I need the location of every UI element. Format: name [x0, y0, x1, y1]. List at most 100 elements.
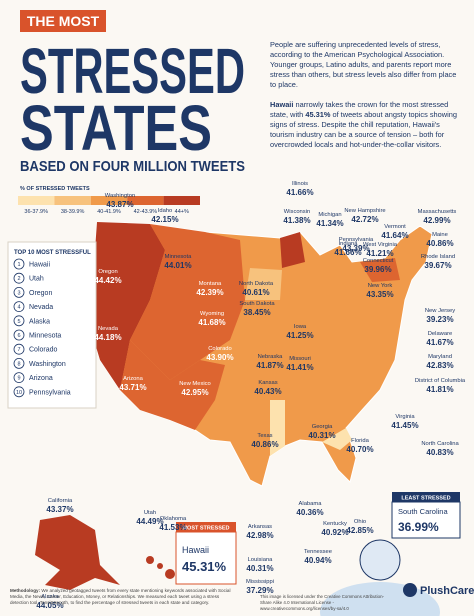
hawaii-shape — [157, 563, 163, 569]
rank-name: Washington — [29, 361, 66, 368]
hawaii-shape — [165, 569, 175, 579]
title-line: STATES — [20, 92, 212, 164]
rank-circle — [13, 329, 25, 341]
state-name: Texas — [257, 433, 272, 439]
state-value: 40.92% — [321, 528, 348, 537]
subtitle: BASED ON FOUR MILLION TWEETS — [20, 158, 245, 175]
state-name: Florida — [351, 438, 369, 444]
state-name: Illinois — [292, 181, 308, 187]
bold-text: 45.31% — [305, 110, 331, 119]
rank-name: Arizona — [29, 375, 53, 382]
state-value: 42.99% — [423, 216, 450, 225]
rank-circle — [13, 315, 25, 327]
region-south-carolina — [322, 428, 352, 450]
state-value: 43.71% — [119, 383, 146, 392]
state-value: 41.81% — [426, 385, 453, 394]
state-name: Georgia — [312, 424, 333, 430]
state-name: New Hampshire — [344, 208, 385, 214]
state-value: 41.21% — [366, 249, 393, 258]
state-value: 41.67% — [426, 338, 453, 347]
state-name: West Virginia — [363, 242, 398, 248]
state-name: Wisconsin — [284, 209, 310, 215]
badge-bg — [20, 10, 106, 32]
state-name: New Mexico — [179, 381, 211, 387]
rank-circle — [13, 372, 25, 384]
rank-number: 1 — [17, 262, 20, 268]
text: narrowly takes the crown for the most st… — [270, 100, 449, 119]
region-minnesota — [280, 232, 305, 268]
state-value: 43.87% — [106, 200, 133, 209]
license: This image is licensed under the Creativ… — [260, 594, 384, 611]
state-name: Missouri — [289, 356, 311, 362]
region-west — [88, 222, 165, 390]
rank-name: Hawaii — [29, 262, 50, 269]
intro-paragraph: People are suffering unprecedented level… — [270, 40, 457, 89]
rank-circle — [13, 258, 25, 270]
state-name: Minnesota — [165, 254, 193, 260]
state-value: 37.29% — [246, 586, 273, 595]
legend-swatch — [54, 196, 91, 205]
state-name: Mississippi — [246, 579, 274, 585]
state-value: 41.53% — [159, 523, 186, 532]
rank-circle — [13, 386, 25, 398]
state-value: 39.23% — [426, 315, 453, 324]
region-southwest — [120, 340, 225, 430]
legend-label: 44+% — [175, 209, 189, 215]
legend-label: 36-37.9% — [24, 209, 48, 215]
most-tag: MOST STRESSED — [182, 526, 229, 532]
state-value: 40.94% — [304, 556, 331, 565]
state-value: 43.35% — [366, 290, 393, 299]
least-tag: LEAST STRESSED — [401, 496, 450, 502]
state-name: Oklahoma — [160, 516, 187, 522]
region-mississippi — [270, 400, 285, 456]
state-value: 41.38% — [283, 216, 310, 225]
brand: PlushCare — [420, 585, 474, 597]
state-value: 40.86% — [426, 239, 453, 248]
alaska-shape — [35, 515, 120, 590]
region-northeast — [360, 258, 400, 282]
region-south-dakota — [245, 268, 282, 300]
most-box — [175, 531, 237, 585]
region-mountain — [130, 224, 245, 380]
state-name: Kansas — [258, 380, 277, 386]
state-name: Montana — [199, 281, 222, 287]
title-line: STRESSED — [20, 35, 245, 107]
state-name: Michigan — [318, 212, 341, 218]
state-value: 41.66% — [334, 248, 361, 257]
state-value: 44.05% — [36, 601, 63, 610]
rank-circle — [13, 357, 25, 369]
intro-paragraph: Hawaii narrowly takes the crown for the … — [270, 100, 460, 150]
state-value: 42.83% — [426, 361, 453, 370]
state-value: 40.31% — [308, 431, 335, 440]
text: of tweets about angsty topics showing si… — [270, 110, 457, 149]
rank-name: Nevada — [29, 304, 53, 311]
state-value: 42.72% — [351, 215, 378, 224]
rank-circle — [13, 272, 25, 284]
state-name: Delaware — [428, 331, 453, 337]
state-value: 42.85% — [346, 526, 373, 535]
state-value: 41.25% — [286, 331, 313, 340]
state-name: Washington — [105, 193, 135, 199]
least-box — [391, 501, 461, 539]
state-value: 43.37% — [46, 505, 73, 514]
rank-number: 9 — [17, 376, 20, 382]
methodology-label: Methodology: — [10, 588, 41, 593]
state-value: 42.95% — [181, 388, 208, 397]
state-value: 43.90% — [206, 353, 233, 362]
state-name: Iowa — [294, 324, 307, 330]
state-value: 40.61% — [242, 288, 269, 297]
rank-name: Utah — [29, 276, 44, 283]
state-value: 44.49% — [136, 517, 163, 526]
least-name: South Carolina — [398, 507, 448, 516]
state-value: 40.43% — [254, 387, 281, 396]
state-value: 40.86% — [251, 440, 278, 449]
state-name: Idaho — [158, 208, 173, 214]
legend-swatch — [18, 196, 55, 205]
state-name: New York — [368, 283, 393, 289]
rank-number: 3 — [17, 290, 20, 296]
rank-name: Pennsylvania — [29, 389, 71, 396]
rank-number: 8 — [17, 361, 20, 367]
state-name: New Jersey — [425, 308, 455, 314]
badge: THE MOST — [27, 13, 100, 29]
